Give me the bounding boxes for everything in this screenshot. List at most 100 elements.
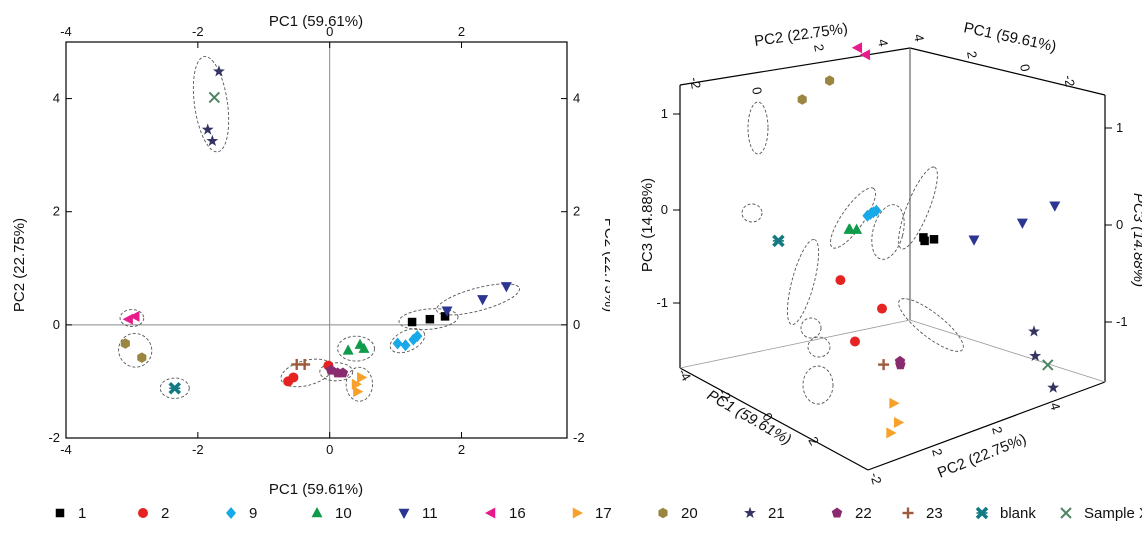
- legend-item: 1: [55, 505, 86, 522]
- group-ellipse: [337, 335, 375, 362]
- point3d-16: [851, 42, 863, 54]
- data-points-3d: [772, 42, 1061, 439]
- legend-label: 2: [161, 505, 169, 522]
- group-ellipse: [807, 336, 831, 358]
- group-ellipse: [871, 204, 905, 260]
- legend-label: 17: [595, 505, 612, 522]
- legend-marker: [398, 508, 410, 519]
- point-16: [129, 310, 140, 322]
- point-21: [212, 65, 225, 77]
- pc1-tick-label: 2: [964, 50, 980, 60]
- cube-edge: [679, 367, 869, 471]
- pc2-tick-label: 0: [749, 86, 765, 96]
- point3d-17: [889, 397, 900, 409]
- point-20: [137, 352, 147, 363]
- pc2-tick-label: -2: [687, 76, 704, 90]
- point3d-22: [895, 359, 906, 370]
- pca-3d-score-plot: 1 0 -1 1 0 -1 -2 0 2 4 4 2 0 -2 -4 -2 0 …: [639, 19, 1142, 486]
- legend-item: 23: [902, 505, 943, 522]
- legend-marker: [902, 507, 914, 519]
- point3d-2: [850, 336, 860, 347]
- point-11: [500, 282, 512, 293]
- x-top-tick-label: -4: [60, 24, 72, 39]
- pc2-tick-label: 4: [1047, 401, 1063, 412]
- pc1-tick-label: -2: [1061, 74, 1078, 88]
- y-right-tick-label: -2: [573, 430, 585, 445]
- pc2-tick-label: -2: [867, 471, 884, 486]
- pc3-tick-label: -1: [656, 295, 668, 310]
- pc1-tick-label: 4: [911, 33, 927, 43]
- x-top-tick-label: 2: [458, 24, 465, 39]
- pc2-tick-label: 2: [989, 425, 1005, 436]
- point-22: [337, 367, 349, 378]
- point-17: [357, 371, 368, 383]
- point-20: [120, 338, 130, 349]
- x-top-tick-label: 0: [326, 24, 333, 39]
- pc3-tick-label: 0: [661, 202, 668, 217]
- point3d-sample-x: [1042, 359, 1054, 371]
- pc2-tick-label: 4: [875, 38, 891, 48]
- pc3-tick-label: 0: [1116, 217, 1123, 232]
- legend-items: 1 2 9 10 11 16 17 20 21 22 23 blank Sample X: [55, 505, 1142, 522]
- point3d-23: [878, 359, 890, 371]
- legend-marker: [138, 508, 148, 518]
- legend-item: 11: [398, 505, 438, 522]
- legend-marker: [226, 507, 236, 519]
- y-tick-label: 2: [53, 204, 60, 219]
- legend-marker: [55, 508, 65, 518]
- point-23: [299, 358, 311, 370]
- point-9: [392, 337, 403, 350]
- point-1: [425, 314, 435, 324]
- point3d-11: [1049, 201, 1061, 212]
- legend-label: blank: [1000, 505, 1036, 522]
- pc3-tick-label: 1: [1116, 120, 1123, 135]
- legend-label: 23: [926, 505, 943, 522]
- group-ellipse: [898, 298, 964, 352]
- legend-marker: [1060, 507, 1072, 519]
- cube-edge: [909, 47, 1106, 96]
- point-blank: [168, 381, 182, 395]
- group-ellipse: [398, 308, 459, 331]
- data-points: [120, 65, 512, 398]
- legend-item: 2: [138, 505, 169, 522]
- legend-label: 20: [681, 505, 698, 522]
- point3d-blank: [772, 234, 785, 248]
- cube-frame: [679, 47, 1106, 471]
- pc3-tick-label: -1: [1116, 314, 1128, 329]
- point3d-21: [1029, 349, 1042, 362]
- floor-guides: [679, 48, 1106, 383]
- group-ellipse: [345, 366, 373, 402]
- y-right-tick-label: 0: [573, 317, 580, 332]
- legend-label: 9: [249, 505, 257, 522]
- x-top-tick-label: -2: [192, 24, 204, 39]
- pc3-left-axis-label: PC3 (14.88%): [639, 178, 656, 272]
- point-10: [342, 344, 354, 355]
- point-1: [407, 317, 417, 327]
- y-right-tick-label: 2: [573, 204, 580, 219]
- y-tick-label: 4: [53, 91, 60, 106]
- tick-marks-3d: [673, 113, 1112, 323]
- point3d-1: [920, 236, 929, 246]
- y-tick-label: 0: [53, 317, 60, 332]
- pc3-right-tick-labels: 1 0 -1: [1116, 120, 1128, 329]
- legend-item: 20: [658, 505, 698, 522]
- group-ellipse: [747, 101, 769, 155]
- pc3-left-tick-labels: 1 0 -1: [656, 106, 668, 310]
- x-axis-label: PC1 (59.61%): [269, 481, 363, 498]
- legend-item: 16: [485, 505, 526, 522]
- top-axis-label: PC1 (59.61%): [269, 13, 363, 30]
- pc2-tick-label: 2: [929, 447, 945, 458]
- point3d-2: [835, 275, 846, 286]
- legend-item: 22: [831, 505, 872, 522]
- y-tick-label: -2: [48, 430, 60, 445]
- legend-item: 21: [744, 505, 785, 522]
- pc3-tick-label: 1: [661, 106, 668, 121]
- point3d-21: [1028, 325, 1040, 337]
- legend-label: 21: [768, 505, 785, 522]
- group-ellipse: [800, 317, 822, 339]
- legend-label: 22: [855, 505, 872, 522]
- point-11: [441, 306, 453, 317]
- point3d-20: [797, 94, 807, 105]
